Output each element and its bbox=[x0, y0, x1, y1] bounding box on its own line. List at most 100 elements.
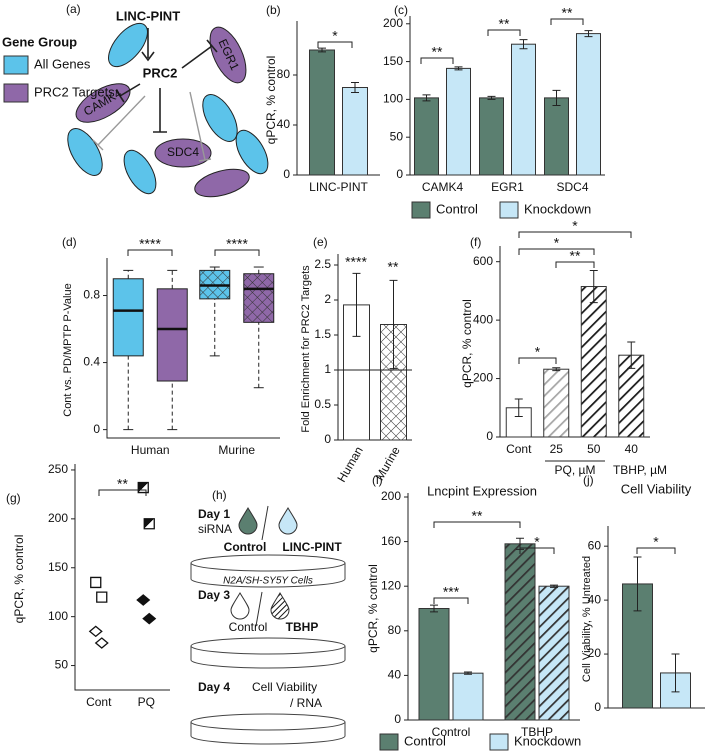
significance-label: * bbox=[554, 235, 560, 251]
y-tick-label: 0.5 bbox=[314, 397, 331, 411]
panel-label: (b) bbox=[266, 3, 281, 17]
legend-title: Gene Group bbox=[2, 34, 77, 49]
point bbox=[137, 481, 149, 494]
box bbox=[243, 273, 275, 323]
legend-swatch bbox=[3, 55, 29, 75]
significance-bracket bbox=[636, 547, 676, 554]
error-bar bbox=[519, 39, 528, 50]
y-tick-label: 200 bbox=[381, 489, 401, 503]
significance-bracket bbox=[433, 521, 521, 528]
y-tick-label: 50 bbox=[390, 129, 404, 143]
significance-label: ** bbox=[570, 248, 581, 264]
significance-bracket bbox=[519, 547, 555, 554]
activation-arrow bbox=[141, 28, 155, 62]
error-bar bbox=[633, 556, 642, 612]
y-tick-label: 100 bbox=[48, 609, 68, 623]
significance-label: **** bbox=[139, 236, 161, 252]
y-tick-label: 100 bbox=[383, 92, 403, 106]
legend-label: Knockdown bbox=[524, 201, 591, 216]
bar bbox=[479, 97, 504, 176]
bar bbox=[418, 608, 450, 721]
y-axis-label: Cont vs. PD/MPTP P-Value bbox=[62, 283, 74, 416]
y-tick-label: 400 bbox=[473, 312, 493, 326]
significance-label: *** bbox=[443, 584, 460, 600]
chart-title: Cell Viability bbox=[621, 481, 692, 496]
significance-bracket bbox=[433, 597, 469, 604]
significance-bracket bbox=[214, 249, 260, 256]
y-tick-label: 20 bbox=[588, 646, 602, 660]
droplet-icon bbox=[278, 507, 298, 535]
point bbox=[96, 591, 108, 603]
y-tick-label: 160 bbox=[381, 534, 401, 548]
dish bbox=[190, 554, 346, 572]
significance-bracket bbox=[317, 41, 353, 48]
y-tick-label: 60 bbox=[588, 538, 602, 552]
y-tick-label: 150 bbox=[48, 560, 68, 574]
x-tick-label: 50 bbox=[587, 442, 601, 456]
x-tick-label: TBHP bbox=[521, 725, 553, 739]
panel-a: (a) LINC-PINT PRC2 EGR1 CAMK4 SDC4 bbox=[66, 2, 269, 198]
panel-label: (c) bbox=[394, 3, 408, 17]
gene-ellipse bbox=[209, 26, 247, 84]
bar bbox=[580, 286, 607, 438]
y-tick-label: 0 bbox=[93, 422, 100, 436]
x-tick-label: 25 bbox=[550, 442, 564, 456]
inhibition-line bbox=[181, 39, 218, 69]
point bbox=[88, 625, 103, 638]
y-tick-label: 80 bbox=[388, 623, 402, 637]
legend-label: Knockdown bbox=[514, 733, 581, 748]
bar bbox=[504, 543, 536, 721]
bar bbox=[309, 49, 335, 176]
significance-label: **** bbox=[345, 254, 367, 270]
y-tick-label: 1.5 bbox=[314, 327, 331, 341]
panel-label: (d) bbox=[62, 235, 77, 249]
axis-line bbox=[409, 16, 605, 176]
x-tick-label: Control bbox=[432, 725, 471, 739]
y-tick-label: 0 bbox=[324, 432, 331, 446]
gene-ellipse bbox=[154, 138, 212, 168]
error-bar bbox=[627, 341, 636, 369]
divider bbox=[261, 505, 269, 541]
y-tick-label: 1 bbox=[324, 362, 331, 376]
y-tick-label: 200 bbox=[473, 371, 493, 385]
box bbox=[112, 278, 144, 357]
legend-label: Control bbox=[404, 733, 446, 748]
y-tick-label: 600 bbox=[473, 254, 493, 268]
panel-label: (i) bbox=[372, 473, 383, 487]
y-tick-label: 0.8 bbox=[83, 288, 100, 302]
condition-label: LINC-PINT bbox=[282, 540, 342, 554]
error-bar bbox=[671, 653, 680, 693]
legend-swatch bbox=[3, 83, 29, 103]
gene-ellipse bbox=[108, 22, 148, 68]
y-tick-label: 0 bbox=[594, 700, 601, 714]
panel-label: (g) bbox=[6, 491, 21, 505]
significance-label: ** bbox=[432, 44, 443, 60]
bar bbox=[544, 97, 569, 176]
legend-swatch bbox=[499, 201, 519, 219]
day-label: Day 3 bbox=[198, 588, 230, 602]
error-bar bbox=[487, 95, 496, 100]
x-tick-label: PQ bbox=[138, 695, 155, 709]
significance-bracket bbox=[487, 29, 521, 36]
error-bar bbox=[318, 47, 326, 53]
bar bbox=[576, 33, 601, 176]
significance-label: * bbox=[572, 218, 578, 234]
inhibition-line bbox=[92, 95, 146, 151]
bar bbox=[452, 672, 484, 721]
panel-label: (h) bbox=[212, 488, 227, 502]
treatment-label: siRNA bbox=[198, 522, 232, 536]
error-bar bbox=[584, 30, 593, 38]
droplet-icon bbox=[270, 592, 290, 620]
significance-bracket bbox=[518, 248, 595, 255]
y-tick-label: 120 bbox=[381, 578, 401, 592]
legend-swatch bbox=[489, 733, 509, 751]
error-bar bbox=[389, 279, 398, 370]
y-tick-label: 0 bbox=[394, 712, 401, 726]
significance-label: ** bbox=[388, 259, 399, 275]
gene-ellipse bbox=[235, 129, 269, 175]
x-tick-label: SDC4 bbox=[556, 180, 588, 194]
y-tick-label: 50 bbox=[55, 658, 69, 672]
condition-label: TBHP bbox=[286, 620, 319, 634]
panel-h: (h) Day 1 siRNA Control LINC-PINT N2A/SH… bbox=[190, 488, 346, 745]
